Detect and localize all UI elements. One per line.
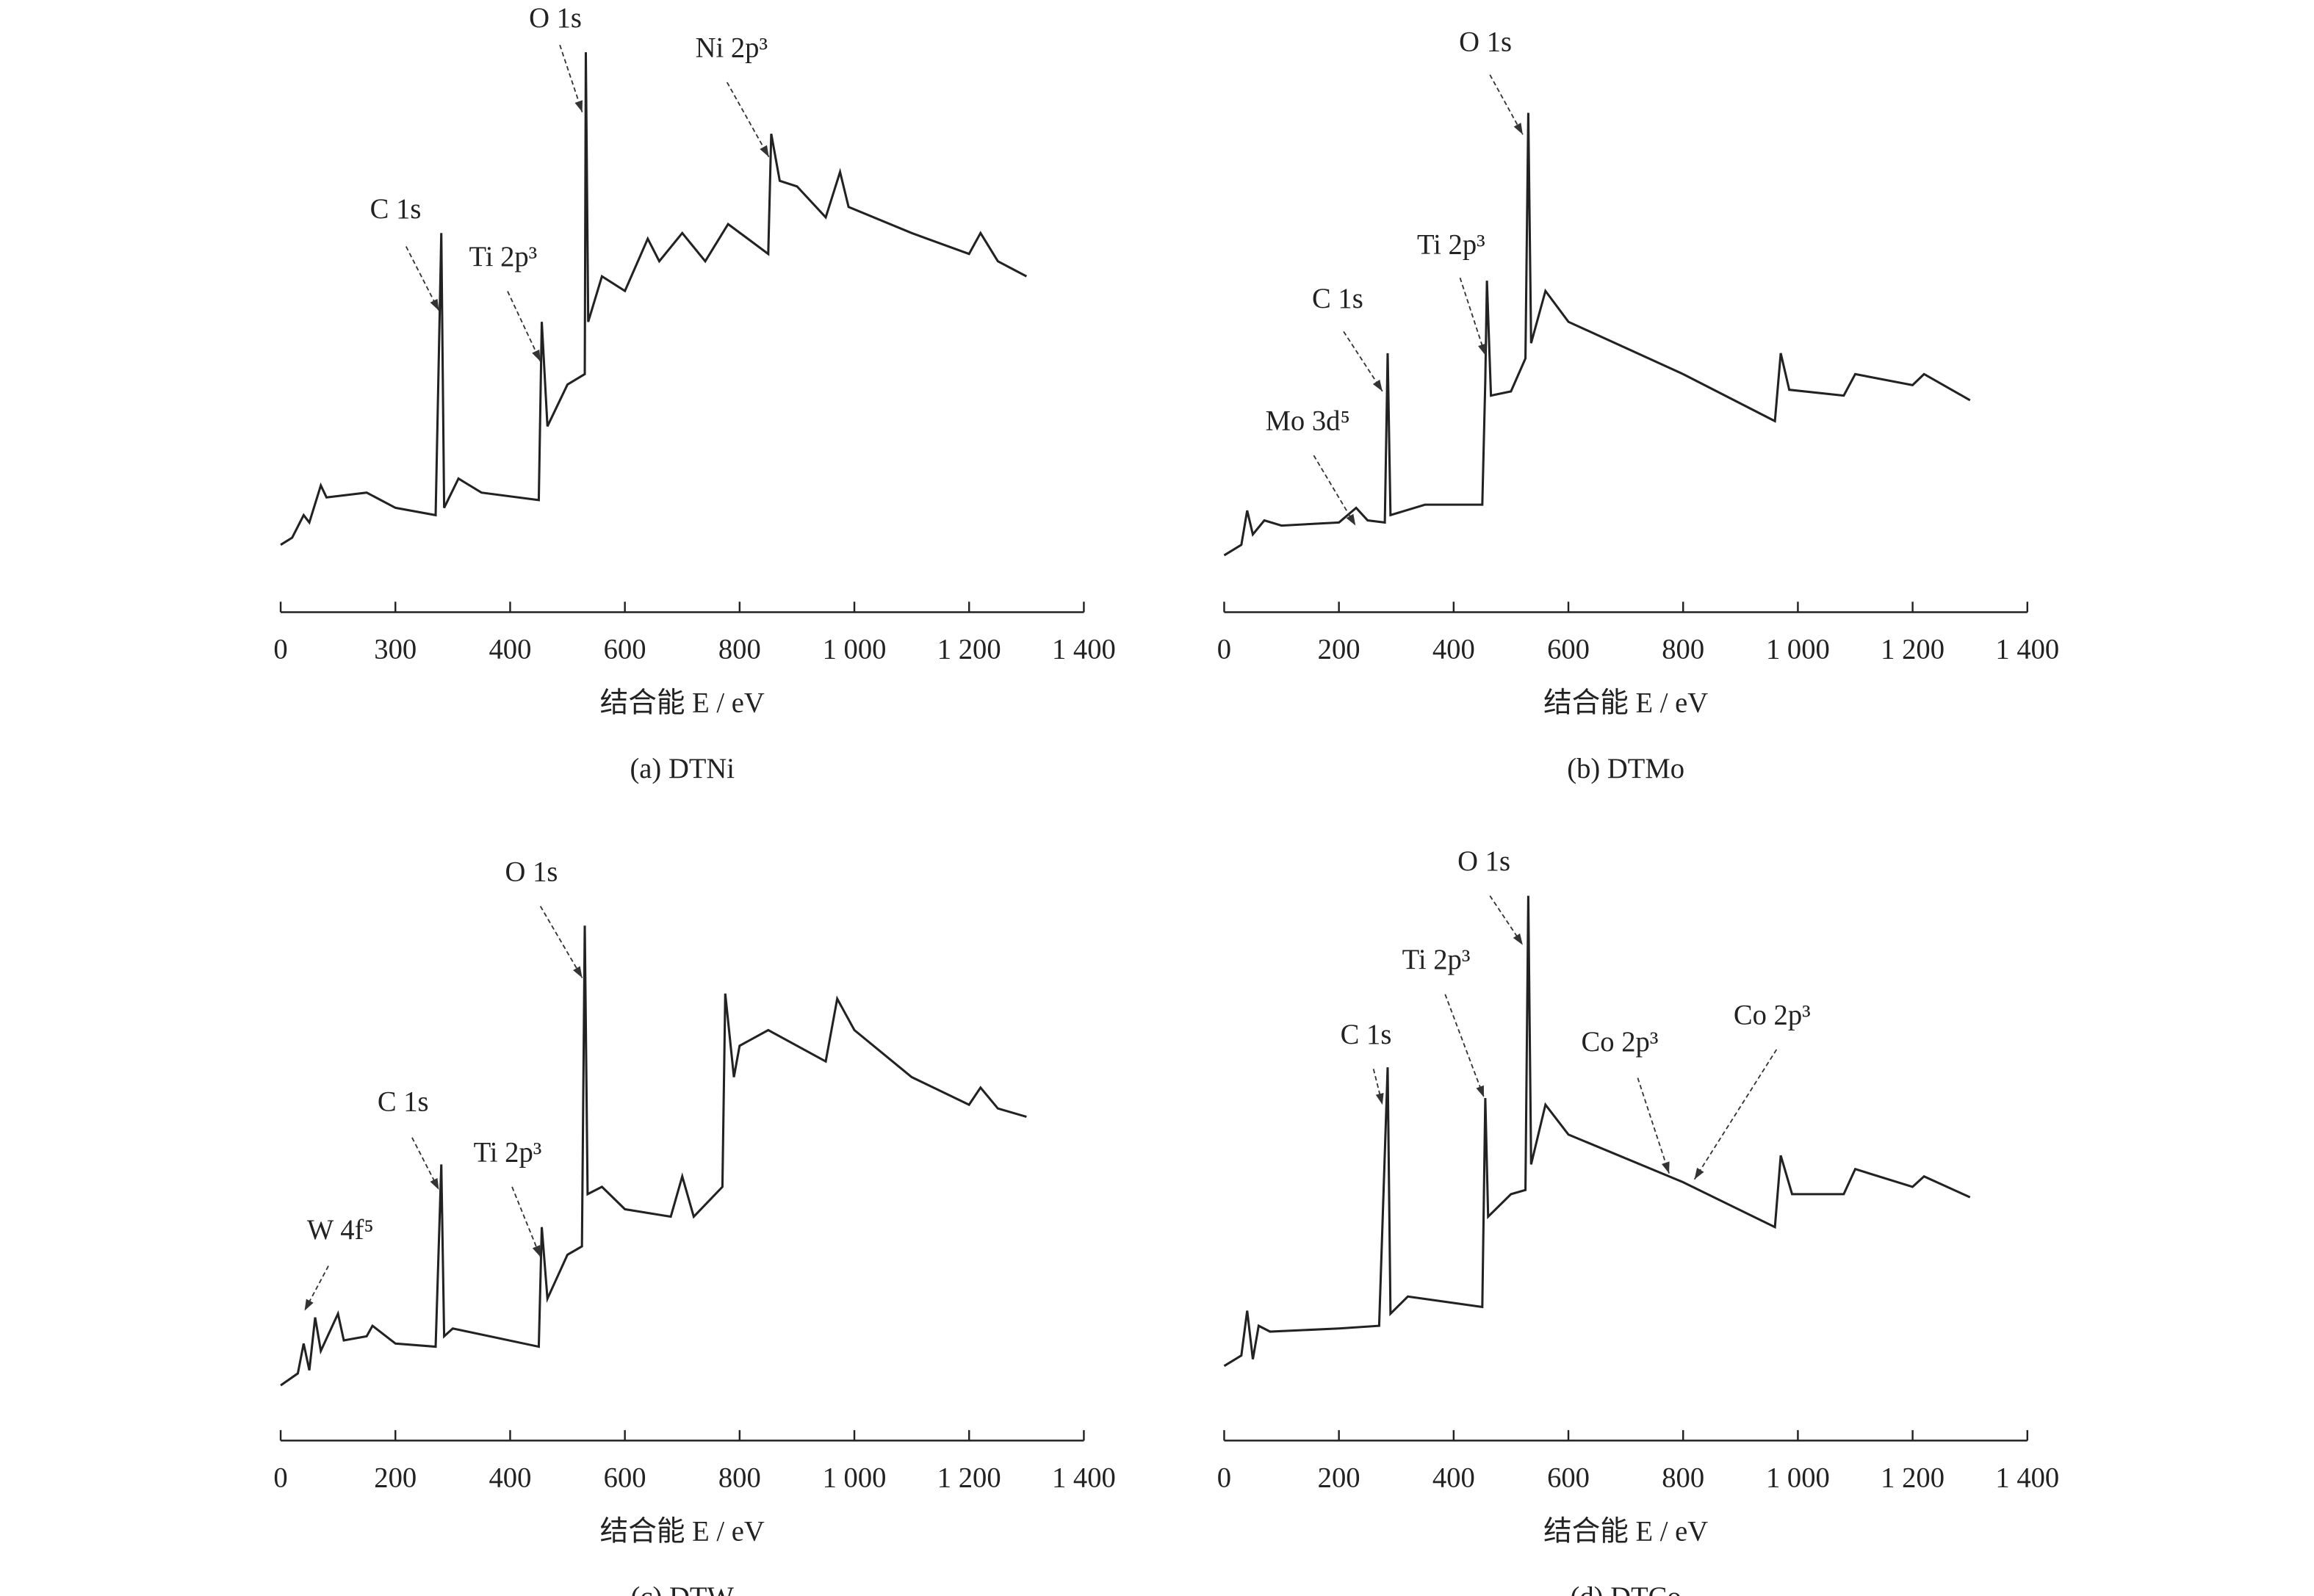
spectrum <box>280 925 1027 1387</box>
peak-label: C 1s <box>378 1086 429 1117</box>
arrow-head <box>1662 1161 1670 1174</box>
arrow-head <box>1694 1167 1704 1180</box>
x-tick-label: 0 <box>1217 634 1231 665</box>
arrow-head <box>1375 1092 1384 1105</box>
caption: (d) DTCo <box>1571 1582 1682 1596</box>
arrow-head <box>1346 513 1356 526</box>
x-tick-label: 600 <box>604 634 646 665</box>
arrow-line <box>405 246 440 311</box>
x-tick-label: 400 <box>1432 634 1475 665</box>
x-tick-label: 800 <box>1662 1462 1704 1493</box>
peak-label: Ti 2p³ <box>469 242 537 272</box>
x-tick-label: 400 <box>1432 1462 1475 1493</box>
spectrum <box>1223 112 1971 557</box>
peak-label: O 1s <box>529 3 582 34</box>
arrow-head <box>1476 1085 1485 1097</box>
x-tick-label: 1 000 <box>823 1462 887 1493</box>
peak-label: C 1s <box>1341 1019 1392 1050</box>
x-tick-label: 1 000 <box>823 634 887 665</box>
arrow-head <box>532 1245 541 1257</box>
x-tick-label: 600 <box>1547 634 1590 665</box>
x-tick-label: 200 <box>1318 634 1360 665</box>
x-tick-label: 0 <box>273 1462 287 1493</box>
x-tick-label: 1 200 <box>937 634 1001 665</box>
arrow-head <box>760 145 769 157</box>
arrow-head <box>304 1299 314 1311</box>
x-tick-label: 800 <box>718 1462 761 1493</box>
arrow-line <box>303 1265 329 1312</box>
arrow-line <box>539 906 583 978</box>
x-tick-label: 600 <box>1547 1462 1590 1493</box>
arrow-line <box>1313 455 1357 527</box>
spectrum <box>280 52 1028 546</box>
peak-label: W 4f⁵ <box>307 1215 374 1246</box>
arrow-line <box>1343 331 1383 392</box>
arrow-head <box>1478 343 1486 355</box>
arrow-head <box>1372 379 1383 391</box>
peak-label: Ti 2p³ <box>474 1137 542 1168</box>
peak-label: Co 2p³ <box>1582 1027 1659 1058</box>
x-tick-label: 0 <box>273 634 287 665</box>
arrow-line <box>1489 895 1524 946</box>
arrow-head <box>1513 123 1523 135</box>
arrow-line <box>1637 1077 1670 1174</box>
peak-label: Ti 2p³ <box>1417 230 1485 261</box>
caption: (a) DTNi <box>630 754 735 784</box>
peak-label: Ni 2p³ <box>696 32 768 63</box>
x-tick-label: 200 <box>374 1462 417 1493</box>
peak-label: Ti 2p³ <box>1402 945 1471 975</box>
x-tick-label: 200 <box>1318 1462 1360 1493</box>
x-tick-label: 1 200 <box>1881 1462 1944 1493</box>
x-tick-label: 1 400 <box>1052 1462 1116 1493</box>
x-tick-label: 1 000 <box>1766 1462 1830 1493</box>
peak-label: C 1s <box>1312 284 1363 314</box>
x-tick-label: 1 400 <box>1052 634 1116 665</box>
peak-label: O 1s <box>1457 846 1510 877</box>
x-axis-label: 结合能 E / eV <box>600 688 765 719</box>
arrow-line <box>507 291 541 362</box>
arrow-head <box>573 966 583 978</box>
arrow-line <box>1459 277 1486 356</box>
x-tick-label: 400 <box>489 1462 531 1493</box>
peak-label: O 1s <box>505 856 558 887</box>
arrow-line <box>1444 994 1485 1098</box>
arrow-head <box>574 100 583 112</box>
peak-label: O 1s <box>1459 26 1512 57</box>
spectrum <box>1223 895 1971 1368</box>
peak-label: Co 2p³ <box>1734 1000 1811 1030</box>
x-tick-label: 400 <box>489 634 531 665</box>
caption: (c) DTW <box>631 1582 735 1596</box>
x-tick-label: 0 <box>1217 1462 1231 1493</box>
arrow-line <box>559 44 583 112</box>
arrow-head <box>430 1177 439 1190</box>
x-tick-label: 1 400 <box>1995 1462 2059 1493</box>
arrow-head <box>430 298 439 311</box>
arrow-head <box>532 349 541 362</box>
arrow-line <box>1693 1049 1778 1180</box>
caption: (b) DTMo <box>1567 754 1684 784</box>
arrow-line <box>1489 74 1524 135</box>
peak-label: C 1s <box>370 194 422 225</box>
x-tick-label: 1 200 <box>1881 634 1944 665</box>
x-tick-label: 800 <box>1662 634 1704 665</box>
x-axis-label: 结合能 E / eV <box>1543 1517 1708 1548</box>
arrow-line <box>511 1186 541 1257</box>
x-tick-label: 1 200 <box>937 1462 1001 1493</box>
arrow-head <box>1513 933 1523 945</box>
x-axis-label: 结合能 E / eV <box>1543 688 1708 719</box>
x-tick-label: 1 000 <box>1766 634 1830 665</box>
x-axis-label: 结合能 E / eV <box>600 1517 765 1548</box>
x-tick-label: 600 <box>604 1462 646 1493</box>
arrow-line <box>726 82 770 158</box>
peak-label: Mo 3d⁵ <box>1266 406 1350 437</box>
x-tick-label: 1 400 <box>1995 634 2059 665</box>
x-tick-label: 800 <box>718 634 761 665</box>
x-tick-label: 300 <box>374 634 417 665</box>
